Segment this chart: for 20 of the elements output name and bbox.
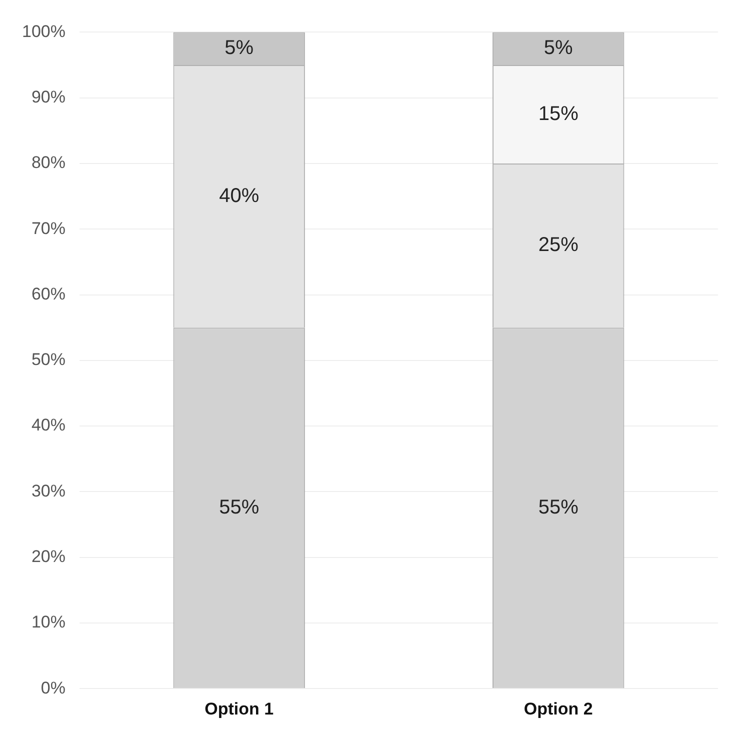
x-tick-label: Option 2: [524, 699, 593, 718]
y-tick-label: 60%: [31, 284, 66, 304]
y-tick-label: 30%: [31, 481, 66, 500]
data-label: 55%: [219, 496, 260, 518]
data-label: 5%: [224, 37, 254, 60]
y-tick-label: 100%: [22, 22, 66, 41]
y-tick-label: 0%: [40, 678, 66, 698]
data-label: 40%: [219, 184, 260, 207]
data-label: 15%: [538, 102, 579, 125]
y-tick-label: 20%: [31, 547, 66, 566]
data-label: 55%: [538, 496, 579, 518]
y-tick-label: 70%: [31, 218, 66, 238]
data-label: 5%: [544, 37, 574, 60]
x-tick-label: Option 1: [204, 699, 274, 718]
y-tick-label: 40%: [31, 416, 66, 435]
y-tick-label: 80%: [31, 153, 66, 172]
y-tick-label: 10%: [31, 612, 66, 632]
y-tick-label: 50%: [31, 350, 66, 370]
data-label: 25%: [538, 234, 579, 256]
y-tick-label: 90%: [31, 88, 66, 107]
